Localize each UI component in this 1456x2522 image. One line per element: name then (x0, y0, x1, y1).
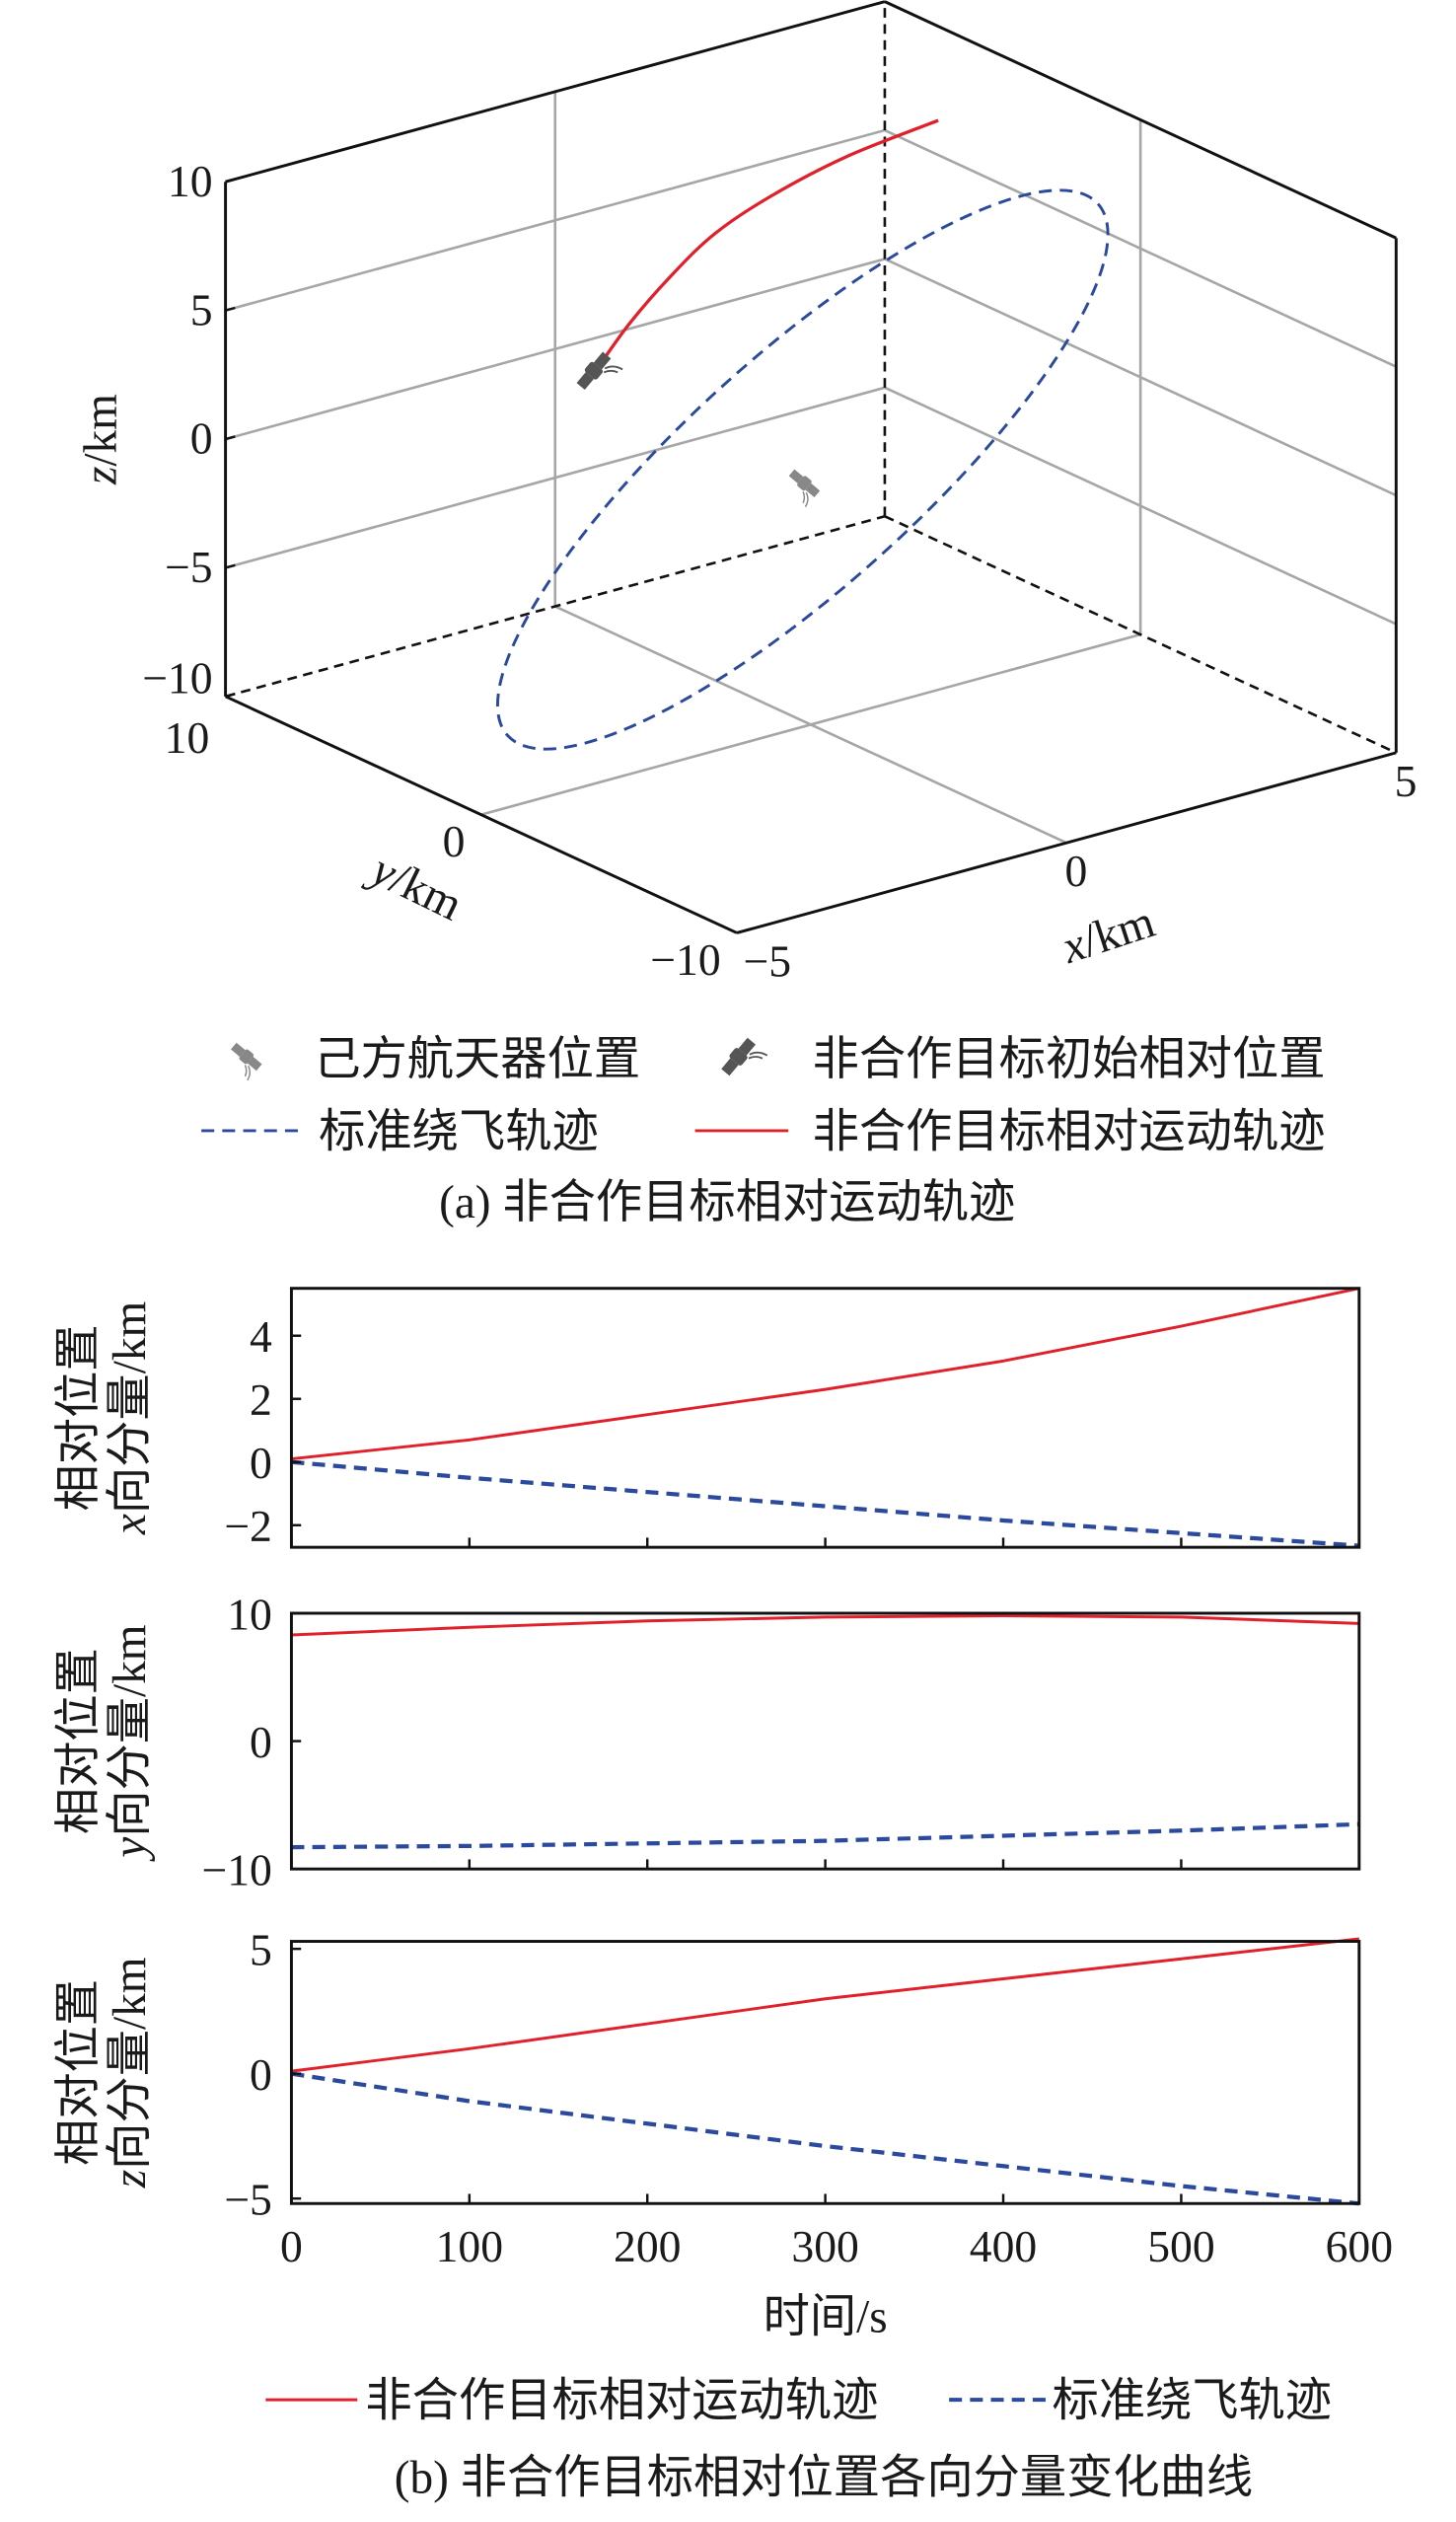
z-tick-label: 5 (190, 284, 213, 334)
z-tick-label: −10 (142, 653, 212, 704)
caption-b: (b) 非合作目标相对位置各向分量变化曲线 (395, 2453, 1253, 2504)
box-edge (884, 0, 1397, 240)
legend-label-relative-trajectory: 非合作目标相对运动轨迹 (365, 2375, 878, 2426)
x-tick-label: 500 (1147, 2221, 1214, 2271)
x-tick-label: −5 (743, 935, 791, 986)
y-axis-label-unit: 向分量/km (105, 1301, 156, 1515)
x-tick-label: 100 (436, 2221, 503, 2271)
x-axis-line (736, 751, 1397, 934)
y-axis-label-line2: z向分量/km (105, 1957, 156, 2188)
y-axis-label-line2: x向分量/km (105, 1301, 156, 1536)
y-axis-label-var: z (105, 2170, 156, 2188)
x-tick-label: 0 (1065, 846, 1088, 896)
y-tick-label: 0 (250, 1717, 272, 1767)
y-tick-label: 0 (443, 816, 466, 866)
standard-orbit-line (291, 1459, 1359, 1548)
y-axis-label-line1: 相对位置 (53, 1979, 105, 2166)
y-axis-label-unit: 向分量/km (105, 1957, 156, 2170)
z-tick (225, 435, 236, 441)
box-edge (225, 0, 886, 184)
caption-a: (a) 非合作目标相对运动轨迹 (439, 1177, 1015, 1228)
y-tick-label: 10 (227, 1589, 272, 1639)
legend-a: 己方航天器位置 非合作目标初始相对位置 标准绕飞轨迹 非合作目标相对运动轨迹 (201, 1033, 1326, 1157)
x-tick-label: 300 (791, 2221, 858, 2271)
x-tick-label: 5 (1395, 756, 1418, 806)
x-tick-label: 600 (1326, 2221, 1393, 2271)
relative-trajectory-line (291, 1937, 1359, 2073)
legend-b: 非合作目标相对运动轨迹 标准绕飞轨迹 (265, 2375, 1332, 2426)
y-tick-label: 4 (250, 1311, 272, 1362)
tick-labels: 10 5 0 −5 −10 10 0 −10 −5 0 5 (142, 156, 1417, 987)
y-axis-line (224, 695, 738, 934)
legend-label-standard-orbit: 标准绕飞轨迹 (319, 1106, 599, 1157)
y-axis-label-unit: 向分量/km (105, 1624, 156, 1837)
x-tick-label: 200 (614, 2221, 681, 2271)
z-tick-label: 0 (190, 413, 213, 464)
grid-lines (225, 91, 1397, 845)
own-spacecraft-icon (780, 468, 822, 508)
y-tick-label: 0 (250, 1438, 272, 1488)
y-axis-label-var: x (105, 1514, 156, 1535)
time-axis-label: 时间/s (764, 2292, 888, 2343)
target-legend-icon (719, 1036, 768, 1086)
relative-trajectory (574, 118, 939, 508)
z-tick (225, 178, 236, 184)
z-tick-label: 10 (168, 156, 213, 206)
box-edge-hidden (884, 515, 1397, 755)
legend-label-target-initial: 非合作目标初始相对位置 (813, 1034, 1326, 1085)
y-tick-label: 0 (250, 2049, 272, 2100)
y-axis-label-line1: 相对位置 (53, 1324, 105, 1511)
axes-box (224, 0, 1398, 934)
axes-frame (289, 1940, 1361, 2205)
box-edge-hidden (225, 515, 886, 699)
relative-trajectory-line (597, 118, 939, 368)
components-plot: 420−2相对位置x向分量/km100−10相对位置y向分量/km50−5相对位… (53, 1287, 1393, 2271)
z-axis-label: z/km (76, 394, 127, 485)
z-tick (225, 693, 236, 699)
grid-line-y (480, 632, 1141, 816)
standard-orbit-line (291, 2071, 1360, 2206)
target-initial-icon (574, 350, 623, 401)
standard-orbit-ellipse (495, 188, 1110, 751)
legend-label-relative-trajectory: 非合作目标相对运动轨迹 (813, 1106, 1326, 1157)
y-axis-label-line2: y向分量/km (105, 1624, 156, 1862)
y-tick-label: −10 (650, 934, 720, 985)
y-tick-label: 10 (165, 712, 210, 763)
z-tick (225, 306, 236, 312)
y-tick-label: 5 (250, 1924, 272, 1974)
legend-label-standard-orbit: 标准绕飞轨迹 (1052, 2375, 1332, 2426)
y-tick-label: −2 (224, 1501, 272, 1551)
relative-trajectory-line (291, 1287, 1360, 1461)
y-tick-label: 2 (250, 1374, 272, 1425)
x-axis-label: x/km (1056, 896, 1161, 974)
own-spacecraft-legend-icon (222, 1041, 263, 1081)
y-tick-label: −10 (202, 1844, 272, 1894)
standard-orbit-line (291, 1821, 1359, 1850)
legend-label-own-spacecraft: 己方航天器位置 (314, 1033, 640, 1085)
x-tick-label: 0 (280, 2221, 303, 2271)
x-tick-label: 400 (970, 2221, 1037, 2271)
z-tick-label: −5 (165, 542, 213, 592)
z-tick (225, 563, 236, 569)
y-tick-label: −5 (224, 2174, 272, 2224)
y-axis-label-var: y (105, 1837, 156, 1862)
y-axis-label-line1: 相对位置 (53, 1648, 105, 1834)
relative-trajectory-line (291, 1614, 1359, 1637)
axes-frame (289, 1287, 1361, 1549)
